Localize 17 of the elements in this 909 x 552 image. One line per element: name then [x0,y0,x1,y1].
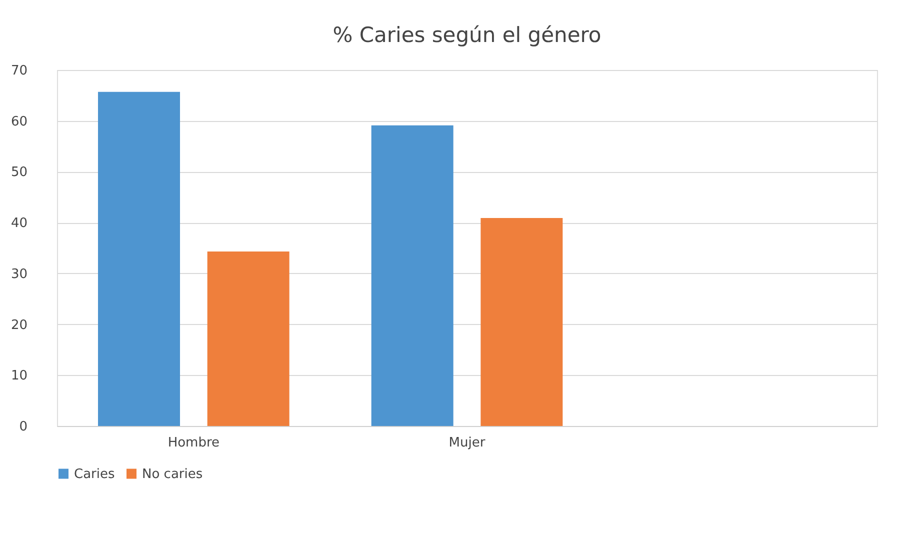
x-tick-label: Hombre [168,436,220,450]
bar [371,125,454,426]
y-tick-label: 50 [10,165,28,180]
y-tick-label: 70 [10,64,28,78]
legend-label: Caries [74,466,115,482]
y-tick-label: 0 [19,420,28,434]
legend-label: No caries [142,466,203,482]
y-tick-label: 10 [10,368,28,384]
y-tick-label: 40 [10,216,28,232]
y-tick-label: 30 [10,266,28,282]
bar [98,92,180,426]
y-tick-label: 60 [10,114,28,130]
y-tick-label: 20 [10,318,28,333]
x-tick-label: Mujer [448,436,486,450]
bar [480,218,563,426]
bar [207,252,290,426]
chart-title: % Caries según el género [332,23,602,47]
